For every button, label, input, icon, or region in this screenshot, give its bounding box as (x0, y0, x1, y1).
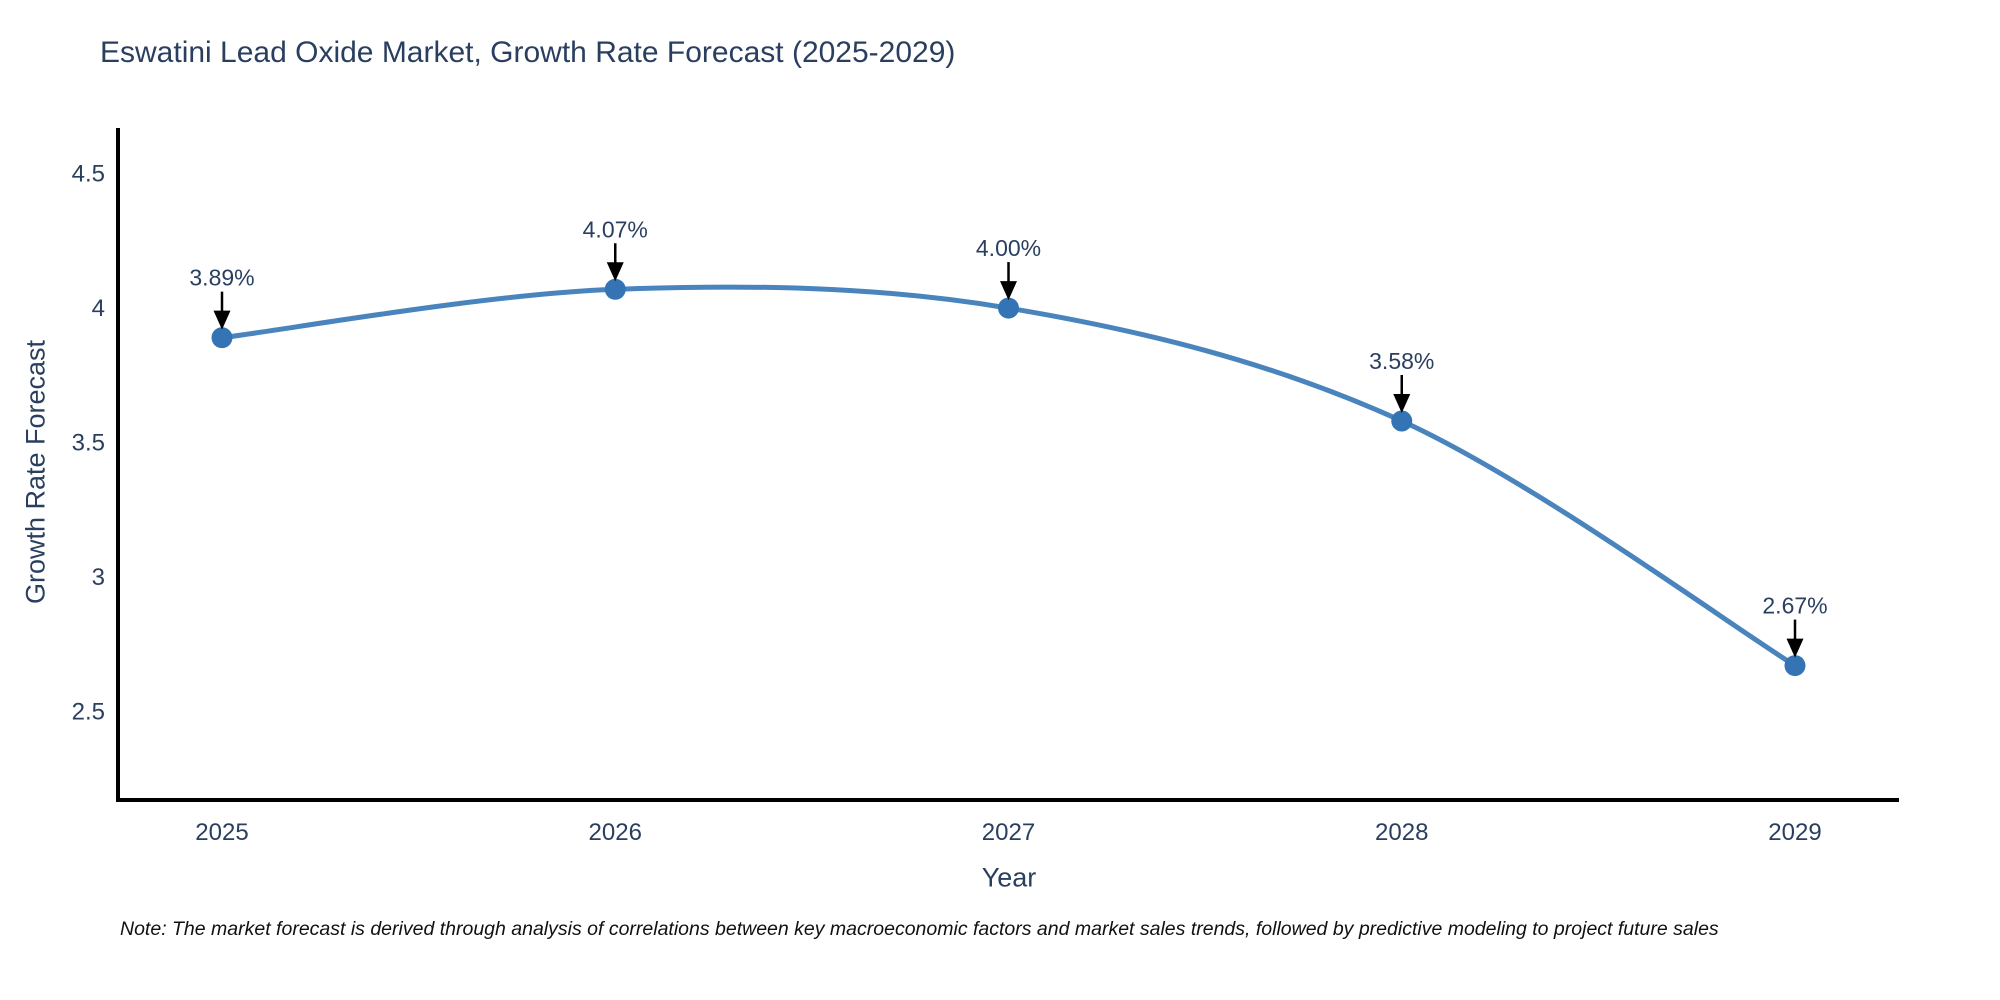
data-point-marker (1784, 655, 1806, 677)
y-tick-label: 3.5 (72, 429, 105, 456)
chart-title: Eswatini Lead Oxide Market, Growth Rate … (100, 36, 956, 69)
forecast-line (219, 284, 1798, 669)
x-tick-label: 2028 (1375, 819, 1428, 846)
annotation-arrowhead-icon (1393, 393, 1411, 413)
data-point-marker (998, 297, 1019, 319)
y-tick-label: 4.5 (72, 161, 105, 188)
x-tick-label: 2029 (1768, 819, 1821, 846)
data-point-marker (604, 278, 626, 300)
data-point-label: 3.89% (189, 265, 254, 291)
data-point-marker (1391, 410, 1413, 432)
data-point-marker (211, 327, 233, 349)
data-point-label: 2.67% (1762, 593, 1827, 619)
y-tick-label: 3 (92, 564, 105, 591)
x-tick-label: 2026 (589, 819, 642, 846)
x-tick-label: 2025 (195, 819, 248, 846)
y-tick-label: 2.5 (72, 698, 105, 725)
x-tick-label: 2027 (982, 819, 1035, 846)
data-point-label: 4.07% (583, 216, 648, 242)
x-axis-title: Year (981, 862, 1037, 893)
annotation-arrowhead-icon (606, 262, 624, 282)
y-tick-label: 4 (92, 295, 105, 322)
annotation-arrowhead-icon (213, 310, 231, 330)
data-point-label: 4.00% (976, 235, 1041, 261)
data-point-label: 3.58% (1369, 348, 1434, 374)
annotation-arrowhead-icon (1786, 638, 1804, 658)
annotation-arrowhead-icon (1000, 281, 1017, 301)
footnote: Note: The market forecast is derived thr… (120, 918, 1719, 940)
